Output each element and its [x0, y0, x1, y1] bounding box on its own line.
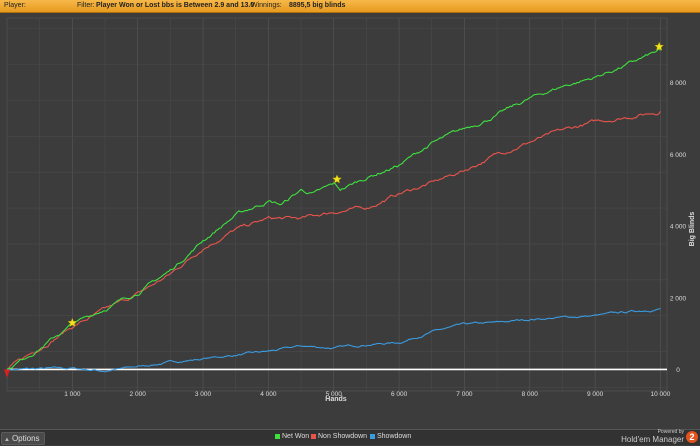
footer-bar: ▲ Options Net Won Non Showdown Showdown P… [0, 429, 700, 445]
series-line-net-won [6, 48, 661, 370]
options-button[interactable]: ▲ Options [1, 432, 45, 445]
legend-label: Net Won [282, 433, 310, 440]
y-tick-label: 6 000 [670, 152, 687, 159]
x-tick-label: 8 000 [522, 391, 539, 398]
legend-item-showdown[interactable]: Showdown [370, 432, 411, 441]
star-marker-icon [654, 41, 664, 51]
filter-bar: Player: Filter: Player Won or Lost bbs i… [0, 0, 700, 13]
filter-label: Filter: [77, 2, 95, 9]
x-tick-label: 5 000 [326, 391, 343, 398]
y-tick-label: 4 000 [670, 224, 687, 231]
x-tick-label: 6 000 [391, 391, 408, 398]
legend-label: Showdown [377, 433, 412, 440]
y-axis-ticks: 0 2 000 4 000 6 000 8 000 [670, 80, 687, 374]
series-lines [6, 48, 661, 373]
hem-logo-icon: 2 [686, 431, 698, 443]
y-axis-label: Big Blinds [689, 212, 696, 247]
legend-swatch [370, 433, 375, 439]
legend-swatch [275, 433, 280, 439]
start-marker-icon [4, 369, 10, 378]
brand-powered: Powered by [657, 429, 684, 435]
legend-label: Non Showdown [318, 433, 368, 440]
x-tick-label: 1 000 [64, 391, 81, 398]
stars [4, 41, 664, 378]
y-tick-label: 8 000 [670, 80, 687, 87]
options-label: Options [11, 434, 40, 443]
graph-area: 1 000 2 000 3 000 4 000 5 000 6 000 7 000 8 000… [0, 13, 700, 429]
x-tick-label: 4 000 [260, 391, 277, 398]
star-marker-icon [332, 174, 342, 184]
grid [6, 17, 668, 392]
caret-up-icon: ▲ [4, 437, 10, 443]
y-tick-label: 2 000 [670, 295, 687, 302]
legend-swatch [311, 433, 316, 439]
x-axis-ticks: 1 000 2 000 3 000 4 000 5 000 6 000 7 000 8 000… [64, 391, 671, 398]
brand-name: Hold'em Manager [621, 435, 684, 444]
legend-item-net-won[interactable]: Net Won [275, 432, 309, 441]
x-axis-label: Hands [325, 396, 347, 403]
x-tick-label: 3 000 [195, 391, 212, 398]
y-tick-label: 0 [676, 367, 680, 374]
filter-value: Player Won or Lost bbs is Between 2.9 an… [96, 2, 255, 9]
star-marker-icon [67, 317, 78, 327]
winnings-label: Winnings: [251, 2, 282, 9]
player-label: Player: [4, 2, 26, 9]
x-tick-label: 9 000 [587, 391, 604, 398]
x-tick-label: 10 000 [651, 391, 671, 398]
x-tick-label: 2 000 [130, 391, 147, 398]
x-tick-label: 7 000 [456, 391, 473, 398]
winnings-value: 8895,5 big blinds [289, 2, 346, 9]
winnings-graph: 1 000 2 000 3 000 4 000 5 000 6 000 7 000 8 000… [4, 17, 696, 403]
legend-item-non-showdown[interactable]: Non Showdown [311, 432, 367, 441]
plot-frame [6, 17, 668, 392]
series-line-showdown [7, 307, 661, 373]
brand-logo: Powered by Hold'em Manager [621, 429, 684, 445]
